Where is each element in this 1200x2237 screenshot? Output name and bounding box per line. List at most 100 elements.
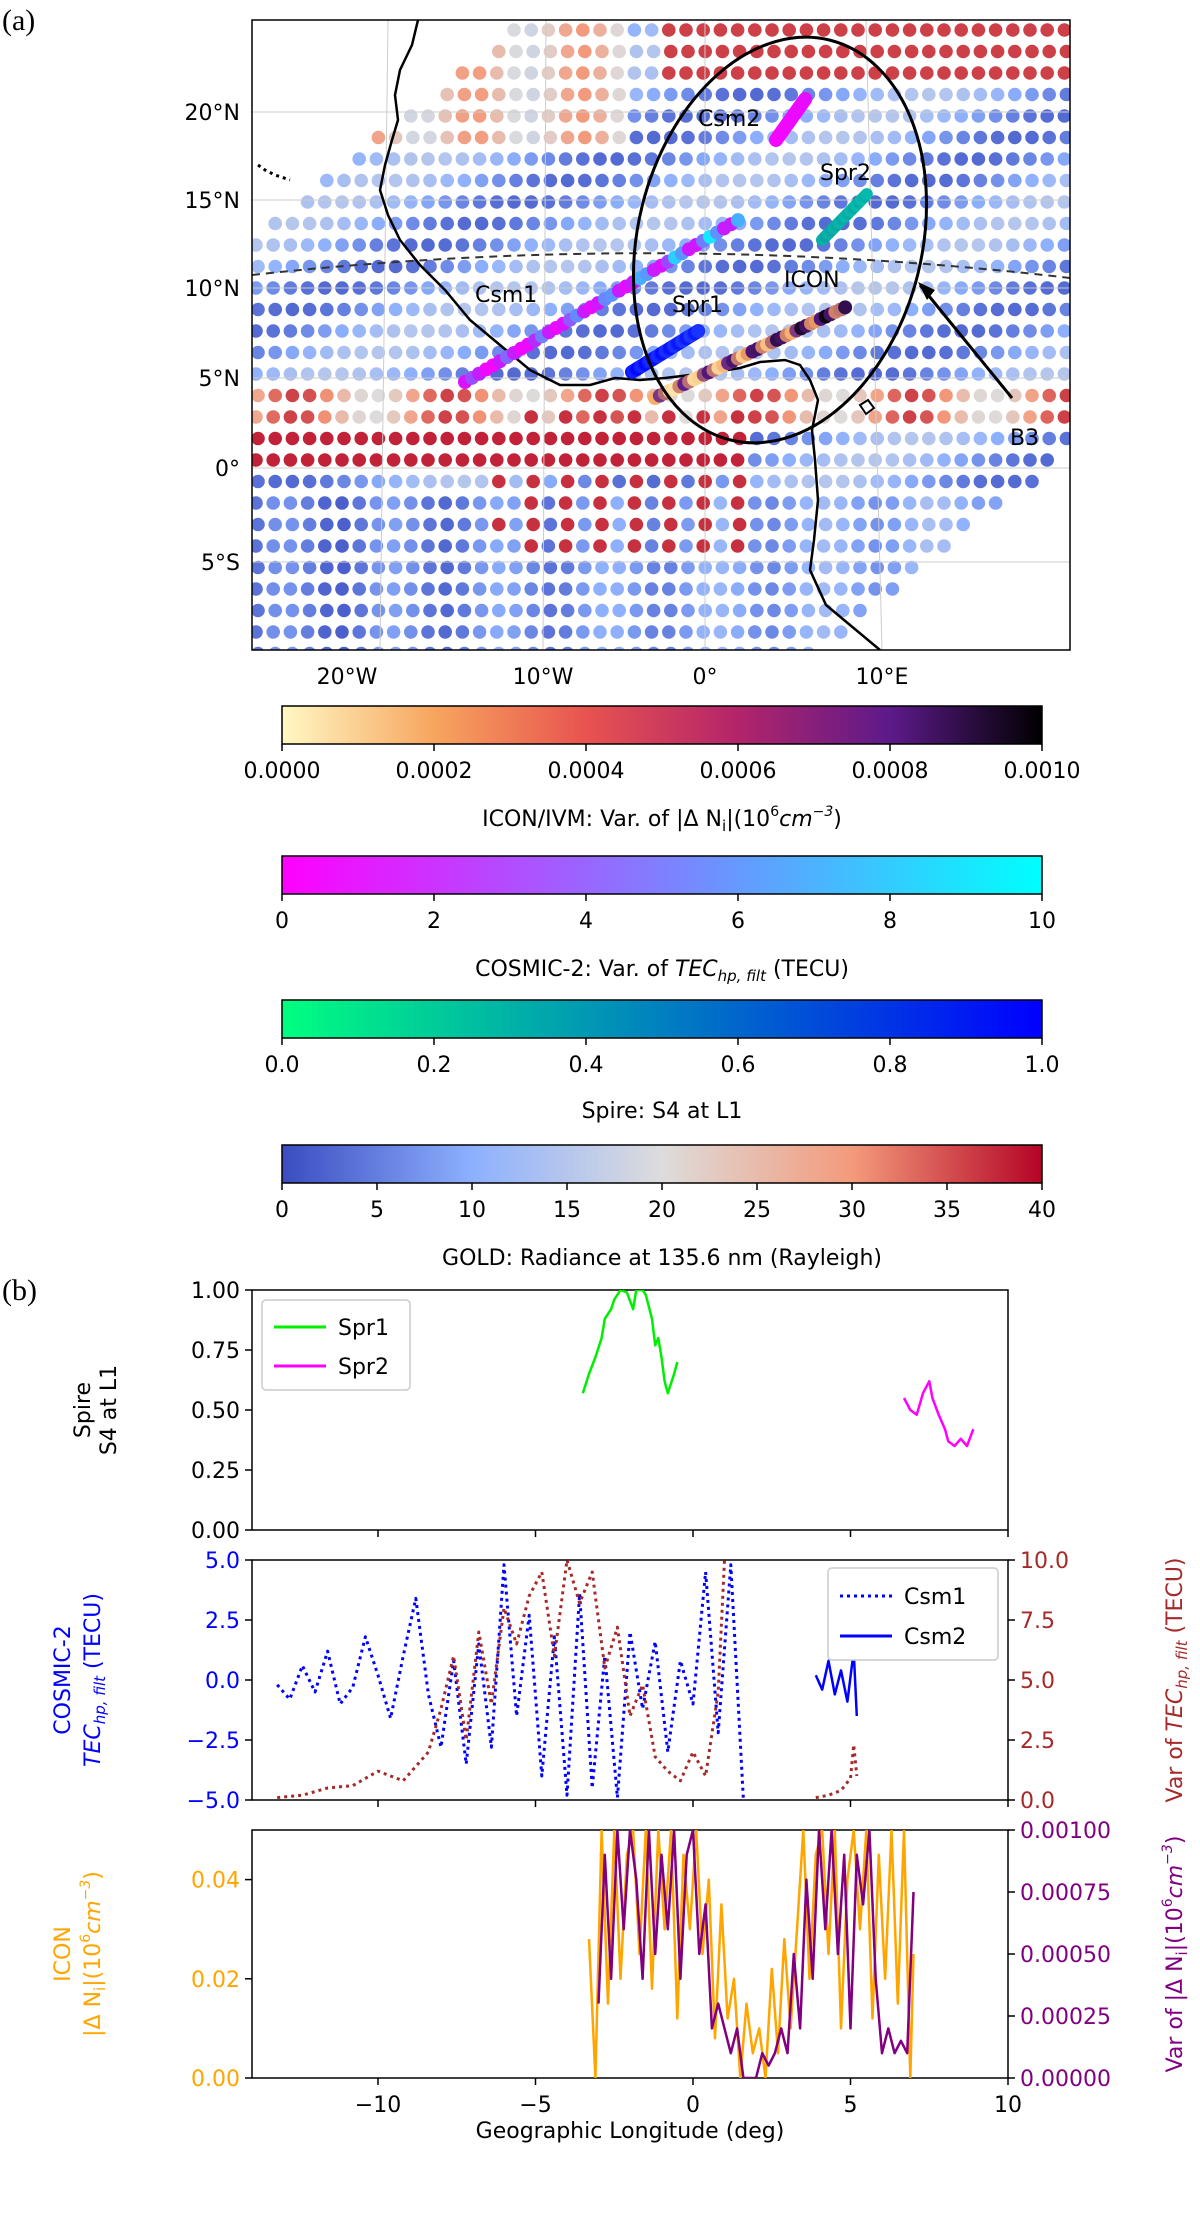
gold-dot [956,130,970,145]
gold-dot [406,130,420,145]
gold-dot [369,152,384,166]
gold-dot [767,517,781,532]
gold-dot [868,238,882,252]
gold-dot [560,130,575,145]
gold-dot [1042,216,1056,231]
gold-dot [713,582,728,596]
gold-dot [922,345,936,360]
gold-dot [492,474,506,489]
gold-dot [954,410,968,424]
gold-dot [801,259,816,274]
gold-dot [988,496,1003,510]
gold-dot [851,539,865,553]
gold-dot [455,109,470,123]
gold-dot [1057,410,1070,424]
gold-dot [455,238,470,252]
gold-dot [662,496,676,510]
gold-dot [682,646,694,650]
gold-dot [988,195,1003,209]
gold-dot [885,539,900,553]
gold-dot [457,173,472,188]
gold-dot [371,216,386,231]
gold-dot [1040,324,1054,338]
gold-dot [853,130,867,145]
gold-dot [681,130,695,145]
gold-dot [406,517,420,532]
gold-dot [576,152,590,166]
gold-dot [853,345,867,360]
gold-dot [767,603,781,618]
colorbar-3-tick-label: 5 [370,1198,384,1223]
gold-dot [782,66,796,80]
gold-dot [610,625,624,639]
gold-dot [354,216,369,231]
gold-dot [922,87,936,102]
gold-dot [920,496,934,510]
gold-dot [799,66,814,80]
gold-dot [612,173,626,188]
b3-region-ellipse [631,35,929,445]
gold-dot [490,66,504,80]
panel-b-label: (b) [2,1274,37,1307]
gold-dot [612,302,626,317]
gold-dot [765,582,779,596]
gold-dot [266,453,281,467]
gold-dot [300,625,315,639]
gold-dot [302,603,317,618]
gold-dot [337,259,351,274]
gold-dot [851,23,865,37]
gold-dot [732,259,747,274]
gold-dot [457,517,472,532]
gold-dot [885,410,900,424]
gold-dot [732,517,747,532]
gold-dot [421,109,435,123]
gold-dot [1025,216,1039,231]
gold-dot [492,44,506,59]
gold-dot [834,324,848,338]
gold-dot [388,431,403,446]
coastline [257,20,881,650]
gold-dot [816,539,831,553]
gold-dot [868,195,882,209]
gold-dot [593,23,607,37]
gold-dot [421,582,435,596]
gold-dot [748,324,762,338]
gold-dot [715,173,730,188]
gold-dot [1025,302,1039,317]
y2tick-label: 0.00000 [1020,2067,1111,2092]
gold-dot [558,66,573,80]
gold-dot [1042,130,1056,145]
gold-dot [988,324,1003,338]
gold-dot [283,324,298,338]
gold-dot [988,410,1003,424]
gold-dot [799,625,814,639]
gold-dot [902,453,917,467]
gold-dot [318,625,332,639]
y2tick-label: 10.0 [1020,1549,1069,1574]
gold-dot [543,517,558,532]
gold-dot [937,152,951,166]
gold-dot [320,259,334,274]
gold-dot [526,603,540,618]
gold-dot [369,195,384,209]
legend-spr1-label: Spr1 [338,1316,389,1341]
gold-dot [558,496,573,510]
gold-dot [560,388,575,403]
gold-dot [902,238,917,252]
gold-dot [870,474,884,489]
gold-dot [988,367,1003,381]
gold-dot [713,195,728,209]
gold-dot [644,238,659,252]
gold-dot [455,453,470,467]
gold-dot [612,431,626,446]
gold-dot [644,109,659,123]
gold-dot [526,560,540,575]
gold-dot [1059,44,1070,59]
gold-dot [490,152,504,166]
gold-dot [595,560,609,575]
gold-dot [455,152,470,166]
gold-dot [386,152,401,166]
gold-dot [939,431,953,446]
gold-dot [440,560,455,575]
gold-dot [696,66,710,80]
